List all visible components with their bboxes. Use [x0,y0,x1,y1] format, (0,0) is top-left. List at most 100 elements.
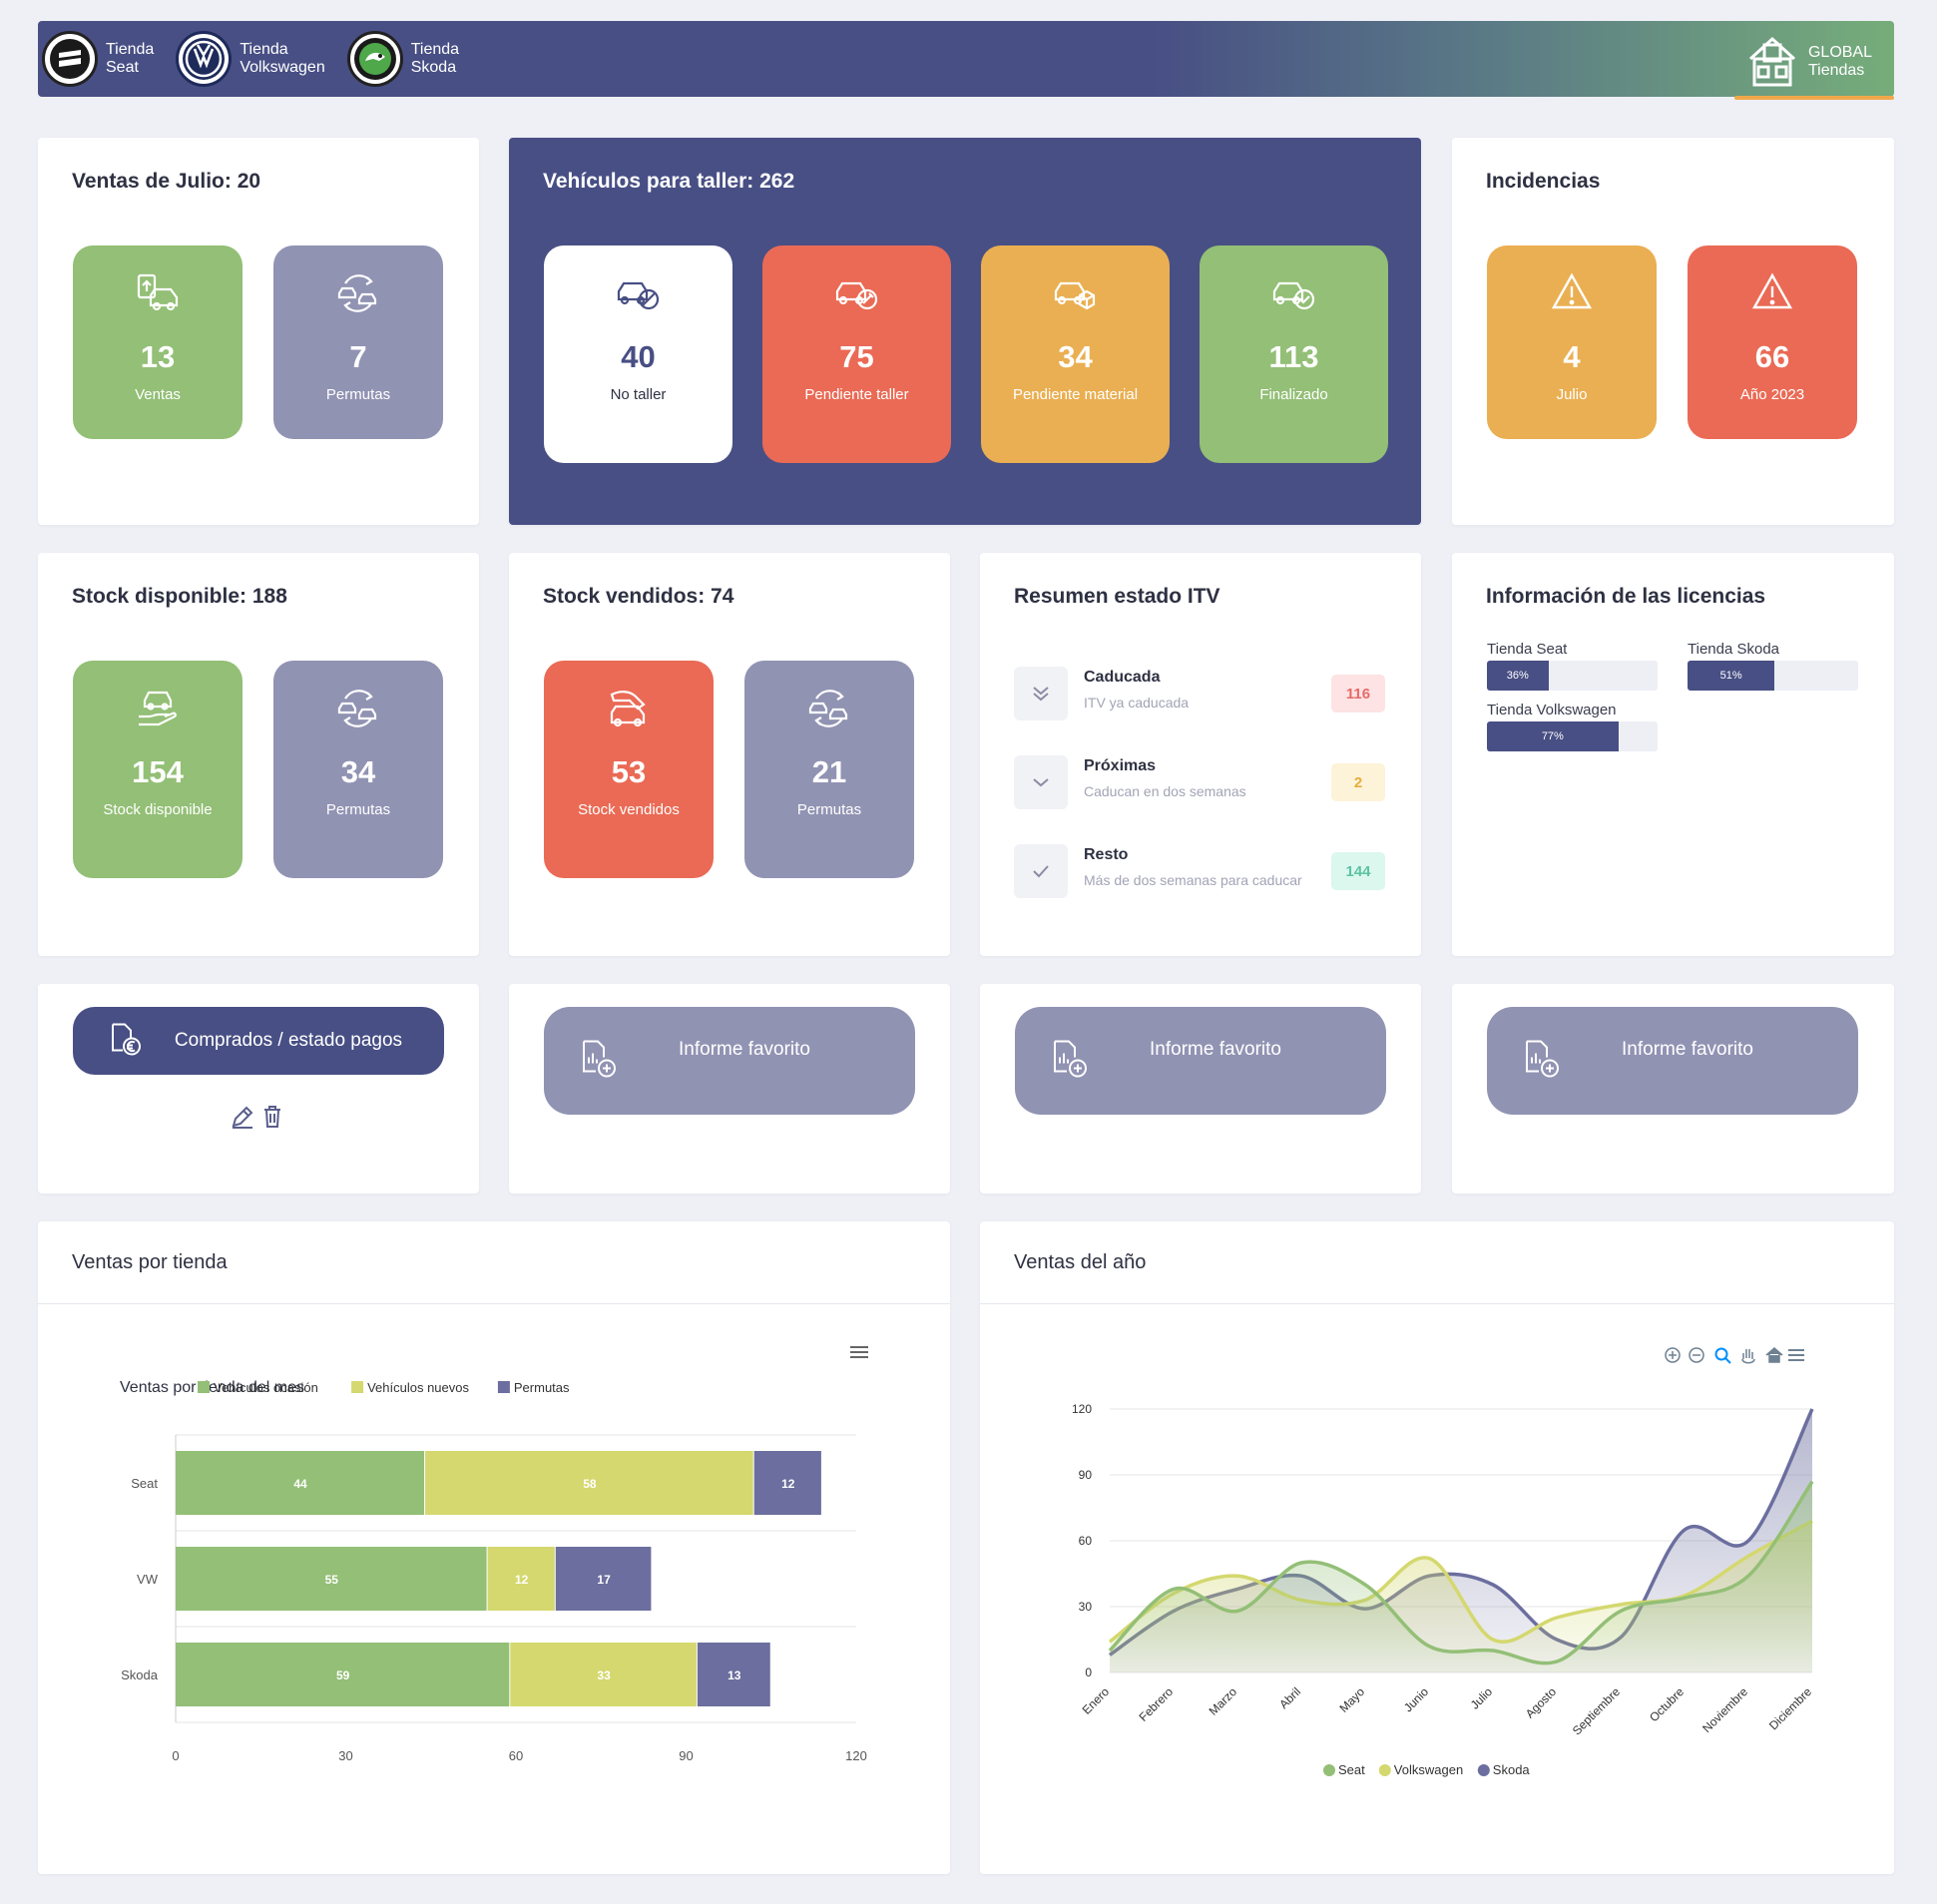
button-label: Informe favorito [1150,1039,1281,1060]
data-label: 13 [727,1668,741,1682]
tile-value: 66 [1754,339,1790,374]
tile-value: 4 [1563,339,1581,374]
store-label: Tienda [410,41,460,58]
no-taller-tile[interactable]: 40 No taller [544,245,732,463]
card-title: Resumen estado ITV [1014,585,1220,608]
series-line [1108,1519,1813,1644]
permutas-tile[interactable]: 21 Permutas [744,661,914,878]
tick-label: 60 [509,1748,523,1763]
add-report-icon [1523,1038,1563,1085]
legend-swatch [1378,1764,1391,1776]
icon-part [1788,1349,1804,1351]
zoom-out-icon[interactable] [1689,1347,1704,1363]
store-label: Tienda [240,41,288,58]
tile-label: Pendiente material [1012,386,1139,403]
tile-label: Stock disponible [103,801,213,818]
car-check-icon [1200,271,1388,315]
itv-count-badge: 144 [1331,852,1385,890]
tick-label: 120 [845,1748,867,1763]
buildings-icon [1742,29,1802,94]
card-title: Información de las licencias [1486,585,1766,608]
chart-menu-icon [850,1346,868,1358]
zoom-select-icon[interactable] [1714,1347,1731,1364]
tick-label: Julio [1468,1684,1496,1712]
tick-label: Octubre [1647,1684,1687,1724]
incidencias-anio-tile[interactable]: 66 Año 2023 [1688,245,1857,439]
legend-swatch [1323,1764,1335,1776]
licencia-name: Tienda Skoda [1688,641,1780,658]
itv-row-resto[interactable]: Resto Más de dos semanas para caducar 14… [1014,840,1385,900]
tile-value: 13 [140,339,176,374]
ventas-anio-chart: 0 30 60 90 120 Enero Febrero Marzo Abril Mayo Juni… [1072,1347,1814,1777]
stock-disponible-tile[interactable]: 154 Stock disponible [73,661,242,878]
card-title: Incidencias [1486,170,1601,193]
itv-row-subtitle: ITV ya caducada [1084,695,1190,711]
licencia-progress: 77% [1487,721,1658,751]
category-label: Seat [131,1476,158,1491]
bar-segment [697,1643,770,1706]
menu-icon[interactable] [1788,1349,1804,1361]
itv-count-badge: 116 [1331,675,1385,713]
tile-label: Ventas [135,386,181,403]
informe-favorito-button[interactable]: Informe favorito [1487,1007,1858,1115]
store-volkswagen[interactable]: Tienda Volkswagen [172,21,325,97]
car-sold-icon [544,687,714,730]
permutas-tile[interactable]: 7 Permutas [273,245,443,439]
itv-row-caducada[interactable]: Caducada ITV ya caducada 116 [1014,663,1385,722]
global-stores-link[interactable]: GLOBAL Tiendas [1742,29,1872,94]
comprados-button[interactable]: Comprados / estado pagos [73,1007,444,1075]
bar-segment [510,1643,697,1706]
tick-label: Abril [1276,1684,1303,1711]
bar-segment [176,1643,510,1706]
data-label: 33 [597,1668,611,1682]
tile-label: Julio [1556,386,1588,403]
finalizado-tile[interactable]: 113 Finalizado [1200,245,1388,463]
icon-part [1788,1354,1804,1356]
tile-value: 34 [340,754,376,789]
icon-part [1765,1347,1783,1363]
data-label: 12 [515,1573,529,1587]
ventas-julio-card: Ventas de Julio: 20 13 Ventas 7 Permutas [38,138,479,525]
tile-value: 75 [839,339,874,374]
edit-icon[interactable] [230,1104,255,1135]
zoom-in-icon[interactable] [1665,1347,1681,1363]
trash-icon[interactable] [261,1104,283,1135]
store-seat[interactable]: Tienda Seat [38,21,154,97]
comprados-card: Comprados / estado pagos [38,984,479,1193]
home-icon[interactable] [1765,1347,1783,1363]
card-title: Stock vendidos: 74 [543,585,734,608]
informe-favorito-button[interactable]: Informe favorito [1015,1007,1386,1115]
tick-label: 0 [1085,1666,1092,1679]
incidencias-julio-tile[interactable]: 4 Julio [1487,245,1657,439]
tick-label: Septiembre [1570,1684,1624,1738]
tile-value: 21 [811,754,847,789]
store-skoda[interactable]: Tienda Skoda [343,21,459,97]
tick-label: 30 [1079,1600,1093,1614]
legend-label: Vehículos ocasión [214,1380,318,1395]
ventas-tile[interactable]: 13 Ventas [73,245,242,439]
series-area [1110,1481,1812,1672]
pan-icon[interactable] [1741,1349,1755,1364]
tick-label: Febrero [1137,1684,1177,1724]
licencia-progress: 51% [1688,661,1858,691]
itv-row-proximas[interactable]: Próximas Caducan en dos semanas 2 [1014,751,1385,811]
euro-document-icon [109,1021,143,1062]
licencia-seat: Tienda Seat 36% [1487,641,1658,691]
informe-favorito-button[interactable]: Informe favorito [544,1007,915,1115]
bar-segment [176,1547,487,1611]
stock-vendidos-tile[interactable]: 53 Stock vendidos [544,661,714,878]
licencia-progress: 36% [1487,661,1658,691]
tile-value: 113 [1268,339,1319,374]
tick-label: 30 [338,1748,352,1763]
pendiente-taller-tile[interactable]: 75 Pendiente taller [762,245,951,463]
category-label: VW [137,1572,159,1587]
permutas-tile[interactable]: 34 Permutas [273,661,443,878]
tile-value: 7 [349,339,367,374]
store-name: Skoda [410,59,457,76]
tile-value: 40 [621,339,656,374]
itv-row-subtitle: Caducan en dos semanas [1084,783,1246,799]
favorito-card-1: Informe favorito [509,984,950,1193]
legend-label: Vehículos nuevos [367,1380,469,1395]
category-label: Skoda [121,1667,159,1682]
pendiente-material-tile[interactable]: 34 Pendiente material [981,245,1170,463]
